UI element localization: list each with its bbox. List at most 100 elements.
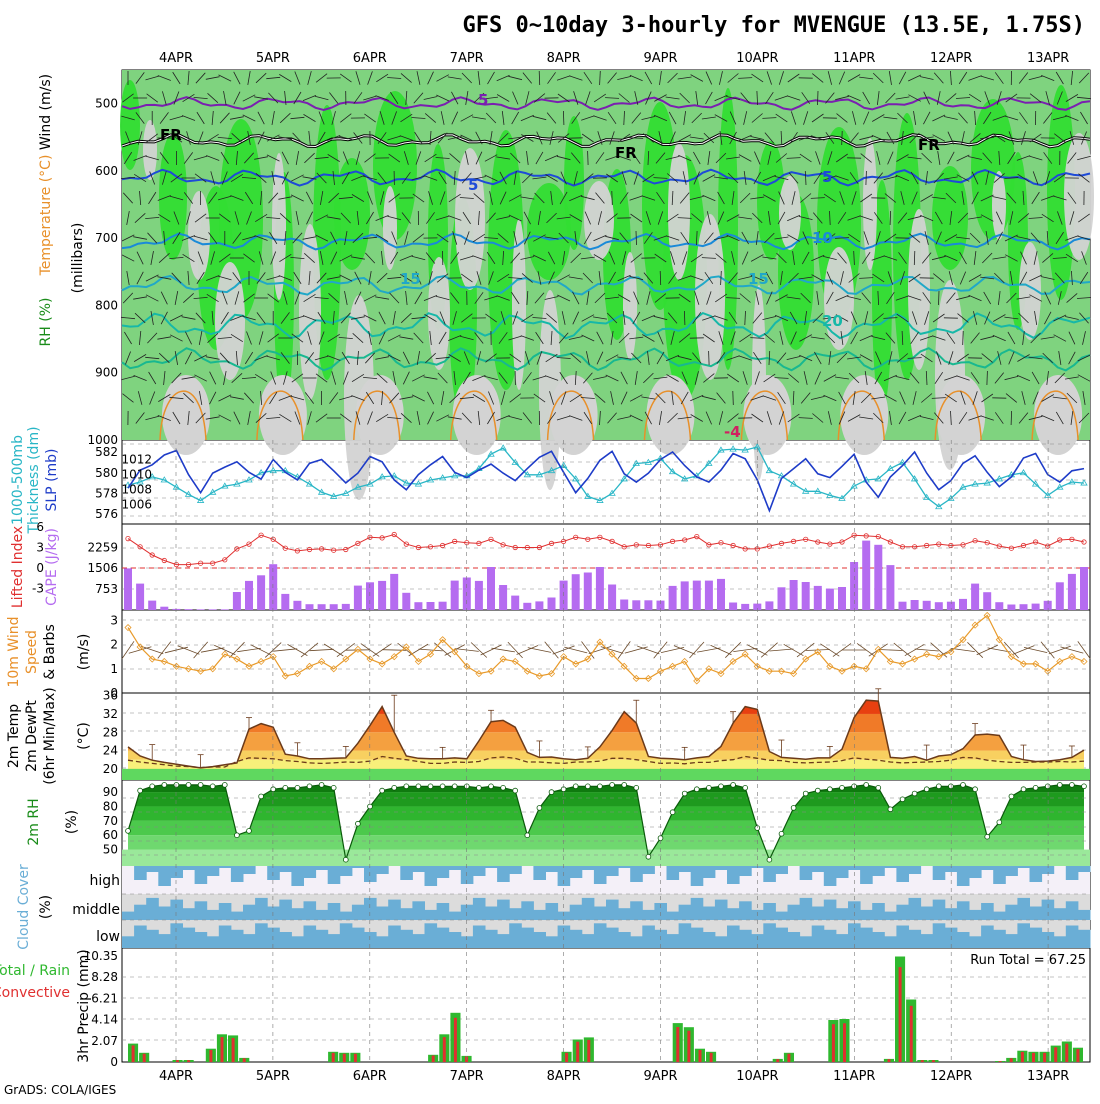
- date-label-top: 6APR: [353, 51, 387, 66]
- cape-bar: [281, 594, 289, 610]
- cloud-high-bar: [352, 866, 365, 868]
- upper-ylabel-rh: RH (%): [38, 298, 54, 347]
- rh-point: [1070, 783, 1075, 788]
- temp-ytick: 32: [103, 707, 118, 721]
- temp-band: [122, 732, 1090, 750]
- precip-convective-bar: [132, 1045, 135, 1062]
- rh-point: [162, 783, 167, 788]
- surface-wind-barb: [674, 646, 696, 655]
- date-label-bottom: 7APR: [450, 1069, 484, 1084]
- surface-wind-barb: [178, 646, 200, 654]
- precip-convective-bar: [1076, 1049, 1079, 1062]
- slp-ylabel-2: Thickness (dm): [26, 426, 42, 534]
- cloud-high-bar: [473, 866, 486, 876]
- cape-bar: [378, 581, 386, 610]
- cape-bar: [342, 604, 350, 610]
- surface-wind-barb: [528, 648, 551, 653]
- cape-bar: [390, 574, 398, 610]
- rh-point: [126, 829, 131, 834]
- rh-ylabel-units: (%): [64, 810, 80, 834]
- rh-point: [743, 785, 748, 790]
- rh-point: [452, 784, 457, 789]
- cloud-low-bar: [364, 932, 377, 948]
- cape-bar: [729, 603, 737, 611]
- rh-point: [392, 785, 397, 790]
- cloud-low-bar: [1078, 930, 1091, 948]
- date-label-top: 11APR: [833, 51, 875, 66]
- thickness-ytick: 576: [95, 507, 118, 521]
- precip-convective-bar: [432, 1056, 435, 1063]
- wind-barb: [987, 371, 988, 385]
- cape-bar: [451, 581, 459, 610]
- cloud-high-bar: [158, 866, 171, 886]
- cloud-mid-bar: [183, 908, 196, 920]
- cloud-high-bar: [739, 866, 752, 876]
- cloud-mid-bar: [352, 905, 365, 920]
- rh-point: [259, 794, 264, 799]
- cape-ytick: 2259: [87, 540, 118, 554]
- cloud-high-bar: [437, 866, 450, 878]
- cloud-low-bar: [183, 928, 196, 948]
- temp-ylabel-units: (°C): [76, 722, 92, 750]
- cloud-mid-bar: [243, 905, 256, 920]
- cape-bar: [826, 589, 834, 610]
- cloud-low-bar: [328, 934, 341, 948]
- cloud-mid-bar: [775, 912, 788, 920]
- rh-point: [1033, 785, 1038, 790]
- cloud-high-bar: [546, 866, 559, 872]
- surface-wind-barb: [517, 646, 538, 655]
- date-label-top: 13APR: [1027, 51, 1069, 66]
- wind-barb: [866, 171, 867, 185]
- precip-convective-bar: [221, 1037, 224, 1062]
- slp-ylabel-1: 1000-500mb: [10, 435, 26, 525]
- cloud-mid-bar: [134, 905, 147, 920]
- surface-wind-barb: [491, 648, 515, 652]
- wind-ytick: 1: [110, 662, 118, 676]
- cloud-mid-bar: [1078, 910, 1091, 920]
- cloud-low-bar: [703, 932, 716, 948]
- cloud-level-label: middle: [72, 902, 120, 918]
- cloud-mid-bar: [1054, 908, 1067, 920]
- cape-bar: [644, 600, 652, 610]
- date-label-bottom: 6APR: [353, 1069, 387, 1084]
- cloud-high-bar: [425, 866, 438, 886]
- date-label-top: 8APR: [547, 51, 581, 66]
- cape-bar: [293, 601, 301, 610]
- rh-low-patch: [695, 214, 725, 380]
- cape-bar: [221, 609, 229, 610]
- precip-ylabel-2: Convective: [0, 985, 70, 1001]
- precip-ytick: 4.14: [91, 1013, 118, 1027]
- cloud-low-bar: [304, 926, 317, 949]
- cape-bar: [548, 598, 556, 611]
- rh-point: [513, 788, 518, 793]
- precip-convective-bar: [209, 1050, 212, 1062]
- cloud-mid-bar: [170, 900, 183, 920]
- cape-bar: [862, 541, 870, 610]
- precip-frame: [122, 948, 1090, 1062]
- cape-bar: [402, 593, 410, 610]
- surface-wind-barb: [878, 650, 902, 651]
- cape-bar: [983, 592, 991, 610]
- precip-convective-bar: [143, 1054, 146, 1062]
- cloud-low-bar: [969, 936, 982, 948]
- cloud-high-bar: [1005, 866, 1018, 876]
- rh-low-patch: [992, 171, 1006, 240]
- cloud-high-bar: [267, 866, 280, 880]
- cape-bar: [1056, 582, 1064, 610]
- cloud-low-bar: [400, 930, 413, 948]
- surface-wind-barb: [194, 642, 208, 658]
- rh-point: [319, 783, 324, 788]
- rh-point: [356, 821, 361, 826]
- slp-ytick: 1010: [121, 468, 152, 482]
- cloud-mid-bar: [255, 898, 268, 920]
- surface-wind-barb: [1013, 646, 1035, 655]
- rh-point: [900, 797, 905, 802]
- rh-point: [828, 787, 833, 792]
- wind-barb: [1011, 411, 1012, 425]
- temp-ylabel-2: 2m DewPt: [24, 700, 40, 772]
- rh-point: [235, 833, 240, 838]
- cloud-mid-bar: [316, 910, 329, 920]
- cloud-high-bar: [304, 866, 317, 878]
- rh-point: [222, 783, 227, 788]
